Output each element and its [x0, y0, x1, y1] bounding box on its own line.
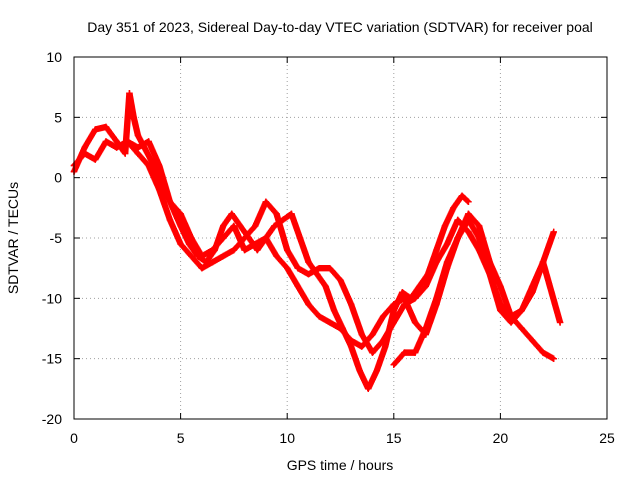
series-trace	[390, 216, 564, 368]
y-tick-label: -5	[50, 230, 63, 246]
tick-labels: 0 5 10 15 20 25 -20 -15 -10 -5 0 5 10	[42, 49, 615, 446]
y-tick-label: -15	[42, 351, 62, 367]
y-tick-label: 5	[54, 109, 62, 125]
plot-frame	[73, 56, 608, 420]
x-axis-title: GPS time / hours	[287, 457, 394, 473]
y-tick-label: -20	[42, 411, 62, 427]
y-axis-title: SDTVAR / TECUs	[5, 182, 21, 294]
x-tick-label: 5	[177, 430, 185, 446]
chart-title: Day 351 of 2023, Sidereal Day-to-day VTE…	[87, 19, 593, 35]
x-tick-label: 0	[70, 430, 78, 446]
y-tick-label: -10	[42, 290, 62, 306]
series-track-d	[390, 216, 564, 368]
x-tick-label: 25	[599, 430, 615, 446]
x-tick-label: 20	[493, 430, 509, 446]
y-tick-label: 0	[54, 170, 62, 186]
series-track-a	[70, 90, 472, 393]
grid	[74, 57, 607, 419]
y-tick-label: 10	[46, 49, 62, 65]
data-points	[70, 90, 564, 393]
x-tick-label: 10	[279, 430, 295, 446]
axis-ticks	[73, 56, 608, 420]
series-trace	[70, 90, 472, 393]
x-tick-label: 15	[386, 430, 402, 446]
